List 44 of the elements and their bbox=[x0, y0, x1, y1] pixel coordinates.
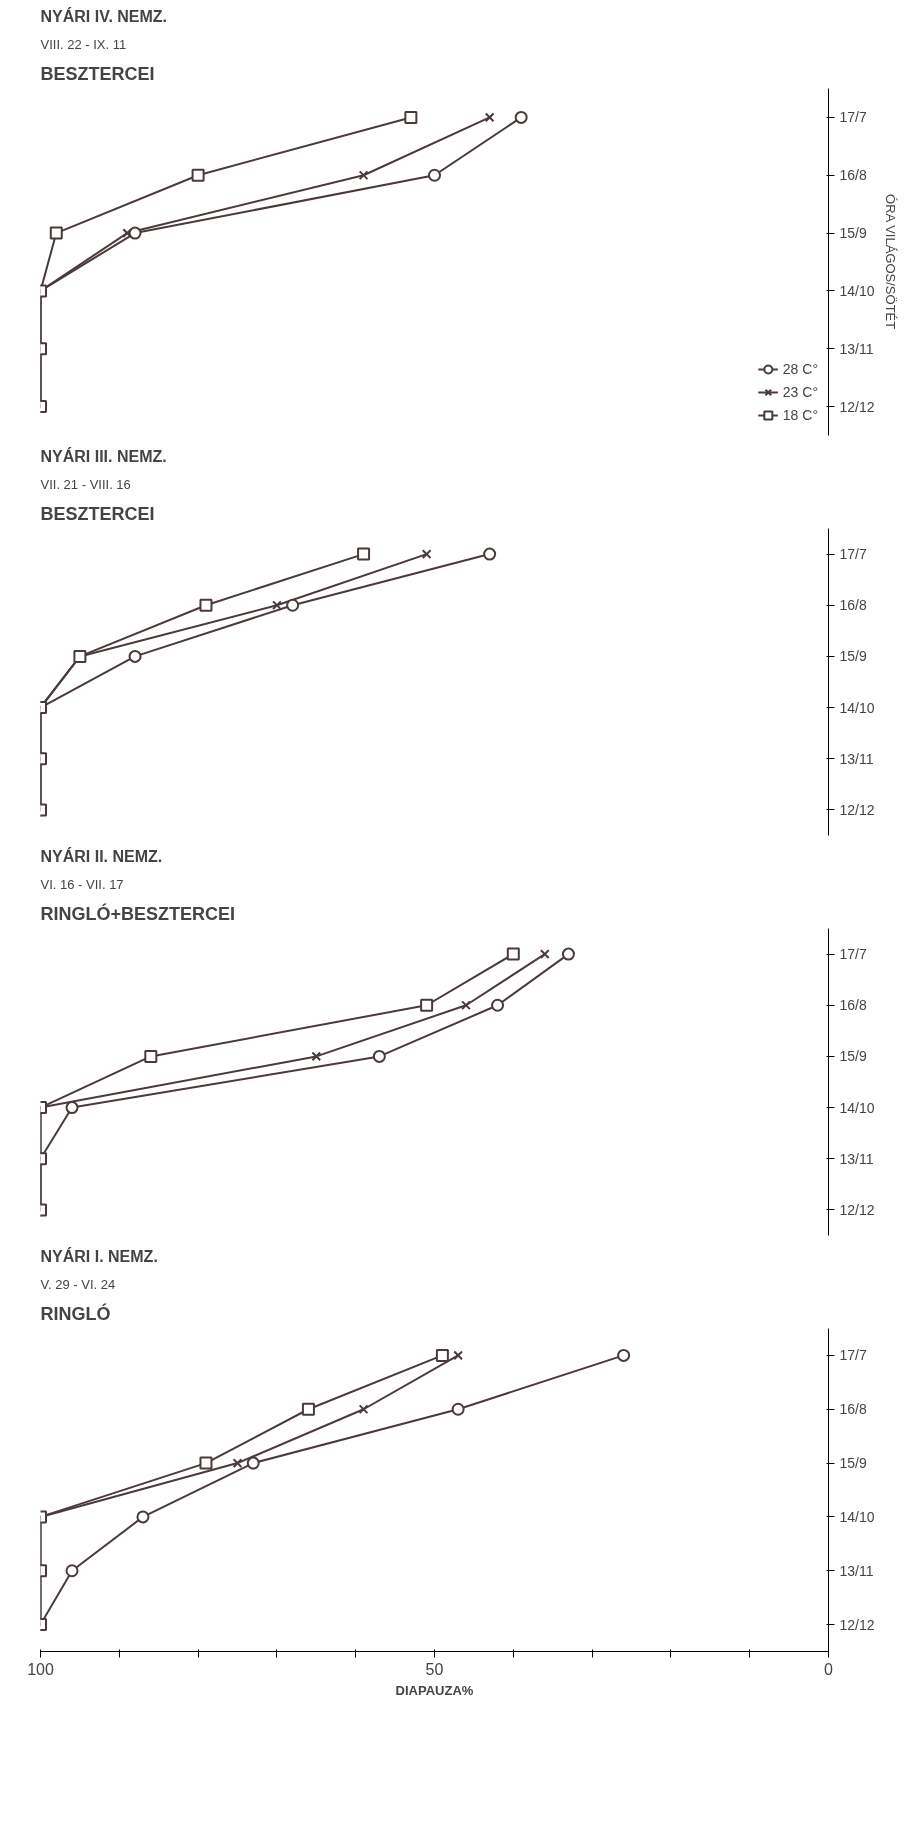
y-tick-label: 15/9 bbox=[839, 648, 867, 665]
y-tick-label: 13/11 bbox=[839, 1150, 874, 1167]
y-tick-label: 13/11 bbox=[839, 1562, 874, 1579]
y-tick-label: 12/12 bbox=[839, 1616, 875, 1633]
x-axis-title: DIAPAUZA% bbox=[395, 1682, 474, 1698]
y-tick-label: 16/8 bbox=[839, 597, 867, 614]
chart-subtitle: VIII. 22 - IX. 11 bbox=[40, 36, 127, 52]
x-tick-label: 100 bbox=[27, 1660, 54, 1678]
y-tick-label: 15/9 bbox=[839, 1455, 867, 1472]
y-tick-label: 14/10 bbox=[839, 1099, 875, 1116]
y-tick-label: 17/7 bbox=[839, 946, 867, 963]
chart-title: NYÁRI III. NEMZ. bbox=[40, 446, 167, 465]
y-tick-label: 13/11 bbox=[839, 750, 874, 767]
chart-subtitle: V. 29 - VI. 24 bbox=[40, 1276, 116, 1292]
text: RINGLÓ+BESZTERCEI bbox=[40, 902, 236, 924]
x-tick-label: 50 bbox=[425, 1660, 444, 1678]
chart-subtitle: VI. 16 - VII. 17 bbox=[40, 876, 124, 892]
chart-title: NYÁRI IV. NEMZ. bbox=[40, 6, 168, 25]
chart-title: NYÁRI I. NEMZ. bbox=[40, 1246, 158, 1265]
y-tick-label: 14/10 bbox=[839, 699, 875, 716]
text: RINGLÓ bbox=[40, 1302, 111, 1324]
text: BESZTERCEI bbox=[40, 503, 155, 524]
y-tick-label: 13/11 bbox=[839, 340, 874, 357]
y-tick-label: 12/12 bbox=[839, 1201, 875, 1218]
x-tick-label: 0 bbox=[824, 1660, 834, 1678]
y-axis-title: ÓRA VILÁGOS/SÖTÉT bbox=[882, 194, 898, 330]
y-tick-label: 14/10 bbox=[839, 1508, 875, 1525]
y-tick-label: 15/9 bbox=[839, 1048, 867, 1065]
y-tick-label: 12/12 bbox=[839, 801, 875, 818]
legend-label: 28 C° bbox=[782, 361, 818, 377]
y-tick-label: 15/9 bbox=[839, 225, 867, 242]
y-tick-label: 16/8 bbox=[839, 1401, 867, 1418]
chart-subtitle: VII. 21 - VIII. 16 bbox=[40, 476, 131, 492]
y-tick-label: 14/10 bbox=[839, 282, 875, 299]
legend-label: 23 C° bbox=[782, 384, 818, 400]
y-tick-label: 12/12 bbox=[839, 398, 875, 415]
y-tick-label: 16/8 bbox=[839, 997, 867, 1014]
legend-label: 18 C° bbox=[782, 407, 818, 423]
y-tick-label: 17/7 bbox=[839, 1347, 867, 1364]
y-tick-label: 16/8 bbox=[839, 167, 867, 184]
y-tick-label: 17/7 bbox=[839, 109, 867, 126]
text: BESZTERCEI bbox=[40, 63, 155, 84]
chart-title: NYÁRI II. NEMZ. bbox=[40, 846, 163, 865]
y-tick-label: 17/7 bbox=[839, 546, 867, 563]
